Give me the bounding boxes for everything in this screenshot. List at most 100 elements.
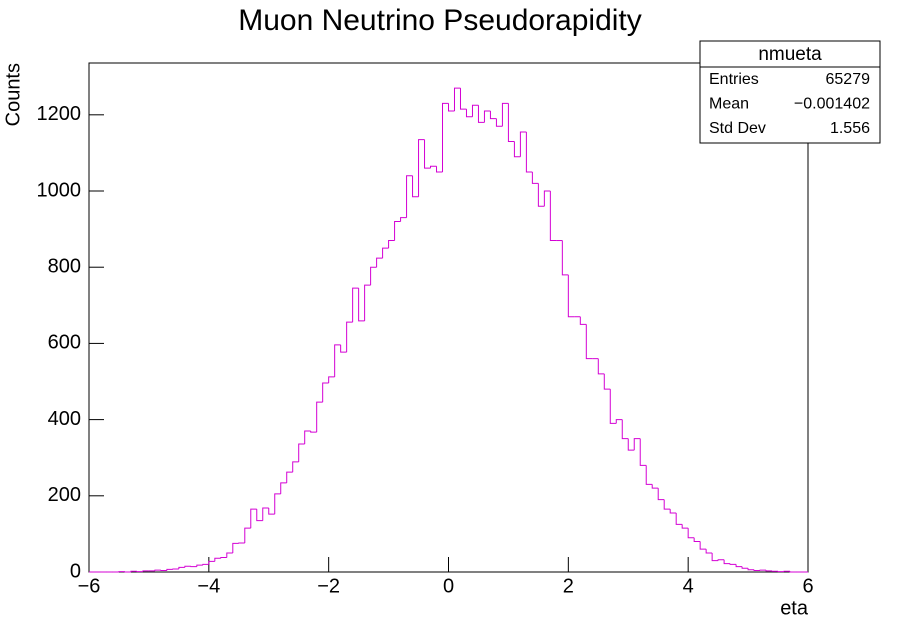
histogram-bin <box>376 257 383 268</box>
histogram-bin <box>585 324 593 360</box>
histogram-bin <box>256 509 263 522</box>
histogram-bin <box>705 549 713 554</box>
histogram-bin <box>561 240 569 276</box>
y-tick-label: 0 <box>70 560 81 582</box>
histogram-bin <box>651 484 659 489</box>
histogram-bin <box>693 537 701 543</box>
stats-value: 1.556 <box>830 120 870 137</box>
histogram-bin <box>537 183 545 207</box>
histogram-bin <box>292 461 299 473</box>
histogram-bin <box>442 102 449 172</box>
histogram-bin <box>531 171 539 184</box>
histogram-bin <box>489 111 497 120</box>
histogram-bin <box>298 443 305 462</box>
histogram-bin <box>729 563 737 565</box>
histogram-bin <box>220 557 227 559</box>
histogram-bin <box>394 220 401 241</box>
histogram-bin <box>184 565 191 568</box>
histogram-bin <box>789 571 797 573</box>
histogram-bin <box>579 316 587 325</box>
y-tick-label: 1200 <box>37 103 82 125</box>
stats-value: −0.001402 <box>794 96 870 113</box>
histogram-bin <box>681 524 689 529</box>
histogram-bin <box>226 552 233 558</box>
histogram-bin <box>268 507 275 515</box>
histogram-bin <box>340 344 347 353</box>
histogram-bin <box>202 563 209 566</box>
histogram-bin <box>166 568 173 571</box>
x-tick-label: 4 <box>683 575 694 597</box>
histogram-bin <box>687 528 695 539</box>
histogram-bin <box>406 175 413 218</box>
histogram-bin <box>669 509 677 514</box>
histogram-bin <box>675 512 683 525</box>
histogram-bin <box>142 570 149 572</box>
histogram-bin <box>747 568 755 571</box>
histogram-bin <box>609 389 617 424</box>
histogram-bin <box>459 88 467 110</box>
histogram-bin <box>639 438 647 466</box>
histogram-bin <box>513 141 521 158</box>
histogram-bin <box>232 542 239 553</box>
histogram-bin <box>328 376 335 384</box>
histogram-bin <box>214 557 221 562</box>
stats-frame <box>699 40 881 144</box>
histogram-bin <box>765 570 773 572</box>
histogram-bin <box>310 431 317 433</box>
histogram-bin <box>723 559 731 565</box>
histogram-bin <box>130 570 137 572</box>
stats-name: Std Dev <box>709 120 766 137</box>
histogram-bin <box>465 109 473 118</box>
histogram-bin <box>304 430 311 444</box>
histogram-bin <box>717 559 725 561</box>
stats-title: nmueta <box>758 44 822 65</box>
histogram-bin <box>274 493 281 515</box>
histogram-bin <box>525 131 533 173</box>
histogram-bin <box>352 287 359 323</box>
histogram-bin <box>430 165 437 169</box>
histogram-bin <box>196 564 203 567</box>
stats-name: Entries <box>709 71 759 88</box>
histogram-bin <box>495 118 503 127</box>
stats-value: 65279 <box>826 71 871 88</box>
histogram-bin <box>567 274 575 318</box>
y-tick-label: 1000 <box>37 179 82 201</box>
histogram-bin <box>154 569 161 571</box>
histogram-bin <box>382 247 389 259</box>
histogram-bin <box>471 104 479 117</box>
histogram-bin <box>519 131 527 157</box>
histogram-bin <box>262 507 269 521</box>
histogram-bin <box>753 569 761 571</box>
histogram-bin <box>448 103 455 112</box>
x-tick-label: −6 <box>78 575 101 597</box>
histogram-bin <box>633 438 641 451</box>
x-tick-label: −4 <box>197 575 220 597</box>
histogram-bin <box>412 175 419 198</box>
histogram-bin <box>334 344 341 377</box>
histogram-bin <box>178 566 185 569</box>
histogram-bin <box>735 564 743 568</box>
stats-box: nmueta Entries 65279 Mean −0.001402 Std Dev 1… <box>699 40 881 144</box>
histogram-bin <box>250 508 257 529</box>
histogram-bin <box>597 358 605 375</box>
y-tick-label: 400 <box>48 408 81 430</box>
histogram-bin <box>316 401 323 433</box>
histogram-bin <box>280 482 287 494</box>
histogram-bin <box>477 105 485 123</box>
x-axis-label: eta <box>780 597 809 619</box>
histogram-bin <box>418 139 425 197</box>
chart-title: Muon Neutrino Pseudorapidity <box>238 4 642 37</box>
histogram-bin <box>501 102 509 127</box>
histogram-bin <box>549 191 557 242</box>
histogram-bin <box>358 288 365 322</box>
histogram-bin <box>388 240 395 249</box>
x-tick-label: 2 <box>563 575 574 597</box>
x-tick-label: 0 <box>443 575 454 597</box>
histogram-bin <box>453 87 461 112</box>
histogram-bin <box>711 552 719 562</box>
y-tick-label: 200 <box>48 484 81 506</box>
histogram-bin <box>286 471 293 483</box>
histogram-bin <box>627 438 635 451</box>
